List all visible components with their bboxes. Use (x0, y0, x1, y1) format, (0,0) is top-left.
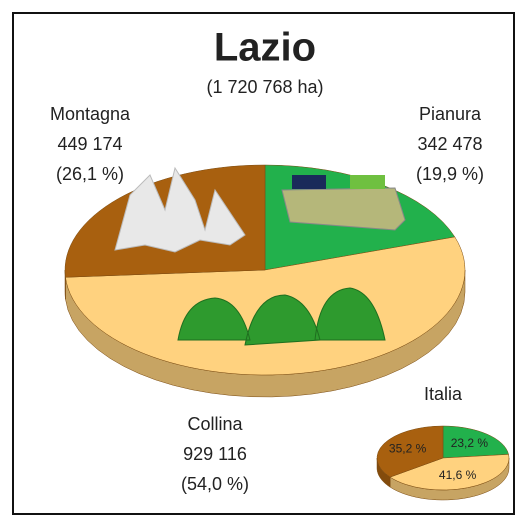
inset-title: Italia (424, 384, 463, 404)
chart-title: Lazio (214, 26, 316, 70)
value-label: 41,6 % (439, 468, 477, 482)
house (292, 175, 326, 189)
value-label: 23,2 % (451, 436, 489, 450)
category-label: Collina (187, 414, 243, 434)
chart: Lazio (1 720 768 ha) Italia Pianura 342 4… (0, 0, 527, 527)
trees (350, 175, 385, 189)
value-label: 35,2 % (389, 442, 427, 456)
chart-subtitle: (1 720 768 ha) (206, 77, 323, 97)
value-label: 449 174 (57, 134, 122, 154)
value-label: 342 478 (417, 134, 482, 154)
value-label: 929 116 (183, 444, 247, 464)
category-label: Pianura (419, 104, 482, 124)
share-label: (19,9 %) (416, 164, 484, 184)
category-label: Montagna (50, 104, 131, 124)
share-label: (26,1 %) (56, 164, 124, 184)
share-label: (54,0 %) (181, 474, 249, 494)
